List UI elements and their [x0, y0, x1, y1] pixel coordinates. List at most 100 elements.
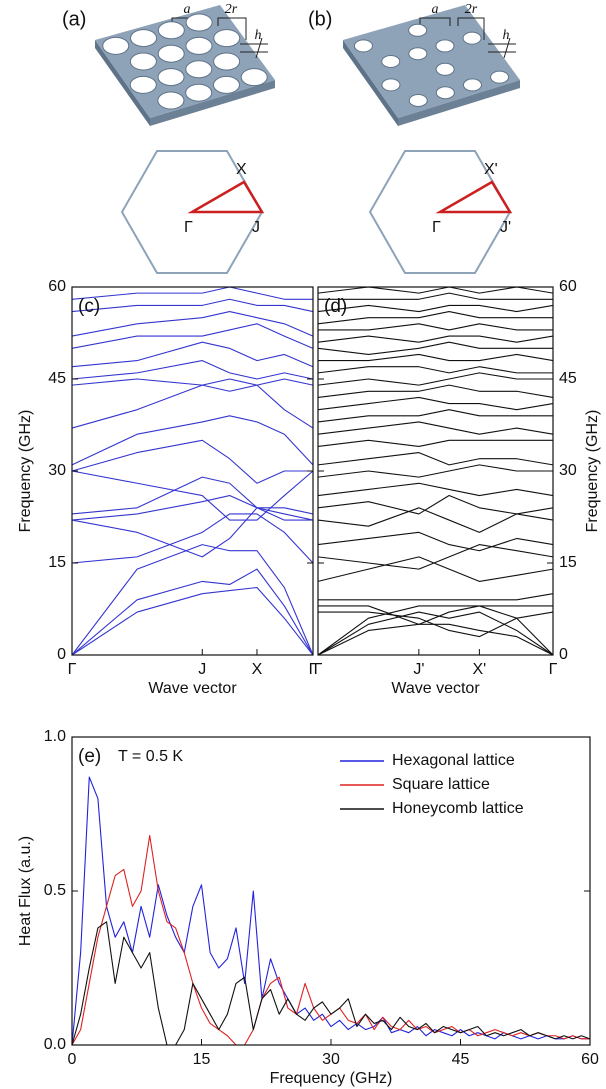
hole	[435, 86, 455, 100]
brillouin-zone	[368, 150, 512, 274]
hole	[129, 75, 157, 94]
y-axis-label: Heat Flux (a.u.)	[17, 836, 34, 946]
slab-top	[95, 5, 275, 118]
y-axis-label: Frequency (GHz)	[17, 410, 34, 533]
hole	[490, 70, 510, 84]
hole	[185, 83, 213, 102]
series-line	[71, 286, 313, 300]
legend-label: Hexagonal lattice	[392, 752, 515, 769]
slab-top	[343, 5, 520, 118]
dim-label: a	[432, 2, 439, 17]
y-tick-label: 0.5	[44, 882, 66, 899]
panel-label: (e)	[78, 746, 101, 767]
series-line	[317, 286, 554, 294]
hole	[408, 93, 428, 107]
series-line	[71, 378, 314, 429]
series-line	[318, 611, 554, 638]
series-line	[317, 452, 554, 466]
dim-label: 2r	[465, 2, 478, 17]
x-axis-label: Wave vector	[148, 680, 237, 697]
y-tick-label: 15	[48, 554, 66, 571]
panel-label: (b)	[308, 8, 332, 30]
hole	[157, 44, 185, 63]
series-line	[317, 409, 553, 423]
y-tick-label: 45	[48, 370, 66, 387]
series-line	[71, 298, 314, 313]
series-line	[317, 335, 554, 343]
series-line	[71, 323, 314, 349]
point-label: Γ	[184, 219, 193, 236]
series-line	[71, 341, 314, 368]
hole	[213, 29, 241, 48]
legend-label: Honeycomb lattice	[392, 800, 524, 817]
hole	[435, 62, 455, 76]
y-tick-label: 30	[559, 462, 577, 479]
y-tick-label: 1.0	[44, 728, 66, 745]
y-axis-label: Frequency (GHz)	[584, 410, 601, 533]
x-tick-label: Γ	[309, 661, 318, 678]
plot-frame	[71, 286, 314, 656]
hole	[353, 39, 373, 53]
hole	[462, 78, 482, 92]
slab-side	[343, 40, 398, 126]
series-line	[71, 513, 314, 564]
series-line	[71, 921, 591, 1046]
hole	[408, 47, 428, 61]
point-label: J'	[500, 219, 511, 236]
series-line	[71, 470, 314, 521]
hole	[102, 36, 130, 55]
dim-label: 2r	[225, 2, 238, 17]
brillouin-zone	[120, 150, 264, 274]
y-tick-label: 0	[57, 646, 66, 663]
x-tick-label: 0	[68, 1051, 77, 1068]
series-line	[71, 544, 314, 656]
x-tick-label: 15	[193, 1051, 211, 1068]
series-line	[317, 556, 554, 582]
x-tick-label: Γ	[314, 661, 323, 678]
hole	[462, 31, 482, 45]
series-line	[318, 593, 554, 601]
series-line	[317, 310, 553, 325]
hole	[130, 29, 158, 48]
y-tick-label: 15	[559, 554, 577, 571]
slab-side	[150, 80, 275, 126]
series-line	[71, 439, 313, 484]
series-line	[71, 476, 314, 515]
point-label: X	[236, 161, 247, 178]
slab-side	[398, 80, 520, 126]
panel-label: (c)	[78, 296, 100, 317]
y-tick-label: 0	[559, 646, 568, 663]
series-line	[317, 531, 554, 552]
y-tick-label: 30	[48, 462, 66, 479]
series-line	[71, 378, 314, 392]
series-line	[317, 439, 553, 448]
dim-label: a	[184, 2, 191, 17]
point-label: J	[252, 219, 260, 236]
x-tick-label: 60	[581, 1051, 599, 1068]
series-line	[317, 494, 554, 515]
series-line	[317, 384, 554, 398]
y-tick-label: 45	[559, 370, 577, 387]
x-tick-label: Γ	[68, 661, 77, 678]
series-line	[71, 310, 314, 337]
x-tick-label: Γ	[549, 661, 558, 678]
series-line	[71, 494, 314, 521]
path-triangle	[435, 180, 513, 214]
y-tick-label: 0.0	[44, 1036, 66, 1053]
series-line	[317, 623, 554, 656]
annotation: T = 0.5 K	[118, 748, 183, 765]
plot-frame	[71, 736, 591, 1046]
legend-label: Square lattice	[392, 776, 490, 793]
series-line	[317, 611, 554, 656]
panel-label: (d)	[324, 296, 347, 317]
series-line	[317, 372, 553, 386]
hole	[381, 78, 401, 92]
hole	[240, 68, 268, 87]
point-label: X'	[484, 161, 498, 178]
hole	[157, 21, 185, 40]
structure-diagrams: (a) (b) a 2r h a 2r h Γ J X Γ J' X'	[62, 2, 520, 274]
series-line	[317, 341, 553, 356]
series-line	[317, 464, 553, 478]
